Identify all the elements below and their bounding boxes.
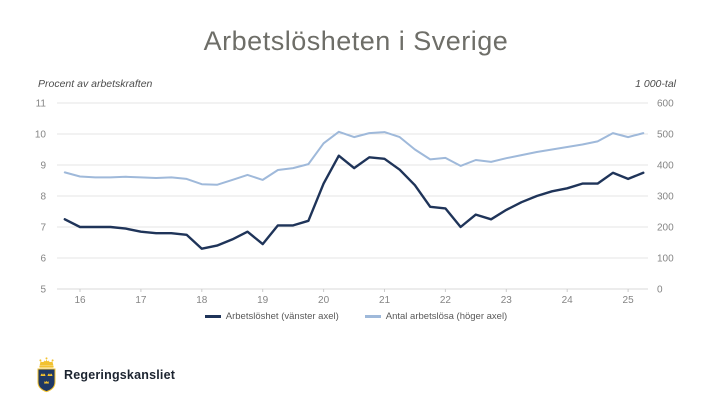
right-axis-tick-label: 0 bbox=[657, 285, 663, 296]
x-axis-tick-label: 18 bbox=[196, 295, 208, 306]
right-axis-tick-label: 100 bbox=[657, 254, 674, 265]
left-axis-tick-label: 5 bbox=[40, 285, 46, 296]
unemployment-line bbox=[63, 154, 645, 250]
right-axis-tick-label: 600 bbox=[657, 99, 674, 110]
x-axis-tick-label: 23 bbox=[501, 295, 513, 306]
right-axis-tick-label: 200 bbox=[657, 223, 674, 234]
logo-wordmark: Regeringskansliet bbox=[64, 367, 176, 382]
x-axis-tick-label: 19 bbox=[257, 295, 269, 306]
right-axis-tick-label: 300 bbox=[657, 192, 674, 203]
government-offices-logo: Regeringskansliet bbox=[36, 356, 175, 393]
chart-title: Arbetslösheten i Sverige bbox=[203, 26, 509, 56]
x-axis-tick-label: 21 bbox=[379, 295, 391, 306]
left-axis-tick-label: 9 bbox=[40, 161, 46, 172]
left-axis-tick-label: 8 bbox=[40, 192, 46, 203]
sweden-coat-of-arms-icon bbox=[37, 357, 56, 393]
left-axis-tick-label: 7 bbox=[40, 223, 46, 234]
legend-label-unemployed-count: Antal arbetslösa (höger axel) bbox=[385, 311, 508, 322]
right-axis-caption: 1 000-tal bbox=[635, 78, 676, 90]
left-axis-tick-label: 10 bbox=[35, 130, 47, 141]
unemployment-line-swatch bbox=[204, 315, 221, 318]
left-axis-caption: Procent av arbetskraften bbox=[38, 78, 153, 90]
legend-item-unemployed-count: Antal arbetslösa (höger axel) bbox=[364, 311, 508, 322]
chart-legend: Arbetslöshet (vänster axel) Antal arbets… bbox=[0, 311, 712, 322]
right-axis-tick-label: 400 bbox=[657, 161, 674, 172]
legend-label-unemployment: Arbetslöshet (vänster axel) bbox=[225, 311, 339, 322]
x-axis-tick-label: 20 bbox=[318, 295, 330, 306]
x-axis-tick-label: 17 bbox=[135, 295, 147, 306]
unemployed-count-line bbox=[63, 130, 645, 186]
x-axis-tick-label: 25 bbox=[623, 295, 635, 306]
x-axis-tick-label: 22 bbox=[440, 295, 452, 306]
unemployed-count-line-swatch bbox=[364, 315, 381, 318]
left-axis-tick-label: 11 bbox=[36, 99, 47, 110]
x-axis-tick-label: 16 bbox=[74, 295, 86, 306]
left-axis-tick-label: 6 bbox=[40, 254, 46, 265]
x-axis-tick-label: 24 bbox=[562, 295, 574, 306]
right-axis-tick-label: 500 bbox=[657, 130, 674, 141]
legend-item-unemployment: Arbetslöshet (vänster axel) bbox=[204, 311, 339, 322]
